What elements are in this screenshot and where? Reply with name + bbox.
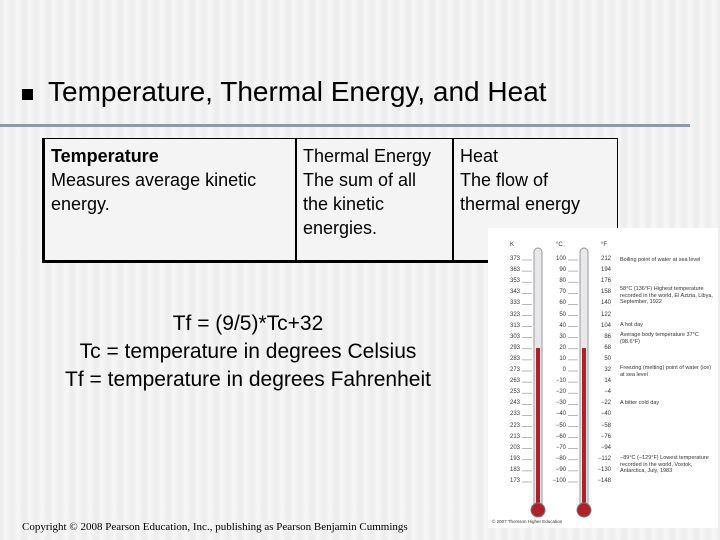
scale-header: K (510, 242, 515, 248)
cell-text: The sum of all the kinetic energies. (303, 170, 417, 238)
scale-label: 173 (509, 478, 520, 484)
scale-label: 343 (509, 289, 520, 296)
cell-text: The flow of thermal energy (460, 170, 581, 214)
cell-text: Measures average kinetic energy. (51, 170, 257, 214)
thermometer-figure: K °C °F 373 100 212 363 90 194 353 80 176 343 70 158 33… (488, 228, 718, 528)
cell-heading: Heat (460, 146, 499, 166)
scale-label: 283 (509, 355, 520, 362)
scale-label: 0 (562, 367, 566, 373)
scale-label: 40 (559, 322, 566, 329)
scale-label: −40 (555, 411, 566, 418)
copyright: Copyright © 2008 Pearson Education, Inc.… (22, 521, 408, 533)
scale-label: 193 (509, 455, 520, 462)
scale-label: 14 (604, 378, 611, 385)
scale-label: 323 (509, 311, 520, 318)
scale-label: 273 (509, 367, 520, 373)
scale-header: °F (601, 242, 608, 248)
scale-label: 50 (559, 311, 566, 318)
cell-heading: Thermal Energy (303, 146, 432, 166)
scale-label: −130 (597, 466, 611, 473)
scale-label: −30 (555, 400, 566, 407)
scale-label: 194 (600, 267, 611, 274)
bullet (22, 89, 33, 100)
thermometer-drawing (522, 247, 592, 518)
scale-label: 176 (600, 278, 611, 285)
scale-label: 213 (509, 433, 520, 440)
scale-label: 303 (509, 333, 520, 340)
scale-label: 212 (600, 256, 611, 262)
cell-heading: Temperature (51, 146, 159, 166)
scale-label: −4 (604, 389, 611, 396)
scale-label: 158 (600, 289, 611, 296)
scale-label: 243 (509, 400, 520, 407)
scale-label: 353 (509, 278, 520, 285)
scale-label: 253 (509, 389, 520, 396)
scale-label: 313 (509, 322, 520, 329)
scale-label: 70 (559, 289, 566, 296)
scale-label: 333 (509, 300, 520, 307)
scale-label: 293 (509, 344, 520, 351)
annotation: Average body temperature 37°C (98.6°F) (620, 332, 699, 345)
table-cell: Thermal Energy The sum of all the kineti… (295, 139, 452, 260)
scale-label: 80 (559, 278, 566, 285)
scale-label: 140 (600, 300, 611, 307)
scale-label: 104 (600, 322, 611, 329)
scale-label: 100 (555, 256, 566, 262)
tick-marks (522, 259, 578, 483)
bulb (576, 502, 592, 518)
scale-label: 10 (559, 355, 566, 362)
formula-line: Tc = temperature in degrees Celsius (79, 340, 417, 363)
scale-label: 203 (509, 444, 520, 451)
formula-line: Tf = temperature in degrees Fahrenheit (65, 368, 431, 391)
annotation: Freezing (melting) point of water (ice) … (620, 365, 712, 378)
formula-line: Tf = (9/5)*Tc+32 (172, 312, 324, 335)
table-cell: Heat The flow of thermal energy (452, 139, 618, 260)
scale-label: 60 (559, 300, 566, 307)
title-rule (0, 124, 690, 127)
scale-label: 373 (509, 256, 520, 262)
table-cell: Temperature Measures average kinetic ene… (45, 139, 295, 260)
bulb (530, 502, 546, 518)
scale-label: −90 (555, 466, 566, 473)
annotation: Boiling point of water at sea level (620, 257, 701, 263)
scale-label: −60 (555, 433, 566, 440)
scale-label: 50 (604, 355, 611, 362)
scale-label: 20 (559, 344, 566, 351)
scale-label: −148 (597, 478, 611, 484)
scale-label: −70 (555, 444, 566, 451)
scale-label: −58 (600, 422, 611, 429)
scale-label: −10 (555, 378, 566, 385)
mercury (536, 348, 540, 508)
scale-label: 233 (509, 411, 520, 418)
scale-label: 263 (509, 378, 520, 385)
mercury (582, 348, 586, 508)
scale-label: −100 (552, 478, 566, 484)
scale-label: 86 (604, 333, 611, 340)
figure-credit: © 2007 Thomson Higher Education (492, 519, 563, 524)
scale-label: −76 (600, 433, 611, 440)
scale-label: 68 (604, 344, 611, 351)
scale-header: °C (556, 242, 563, 248)
scale-label: 30 (559, 333, 566, 340)
scale-label: −50 (555, 422, 566, 429)
scale-label: 90 (559, 267, 566, 274)
annotation: A bitter cold day (620, 400, 660, 406)
slide-title: Temperature, Thermal Energy, and Heat (48, 76, 547, 107)
scale-label: −20 (555, 389, 566, 396)
table: Temperature Measures average kinetic ene… (42, 138, 618, 263)
scale-label: −94 (600, 444, 611, 451)
scale-label: 363 (509, 267, 520, 274)
scale-label: −40 (600, 411, 611, 418)
scale-label: −80 (555, 455, 566, 462)
annotation: 58°C (136°F) Highest temperature recorde… (620, 286, 713, 305)
scale-label: 223 (509, 422, 520, 429)
scale-label: 32 (604, 367, 611, 373)
scale-label: −112 (597, 455, 611, 462)
scale-label: 183 (509, 466, 520, 473)
annotation: A hot day (620, 322, 643, 328)
scale-label: 122 (600, 311, 611, 318)
scale-label: −22 (600, 400, 611, 407)
annotation: −89°C (−129°F) Lowest temperature record… (620, 455, 709, 474)
